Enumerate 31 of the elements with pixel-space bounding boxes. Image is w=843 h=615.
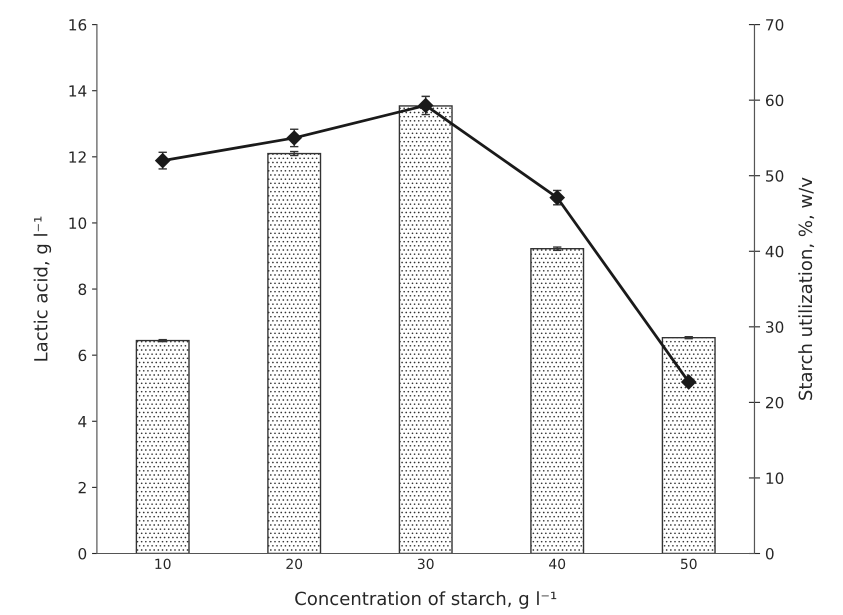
y-tick-label: 4 bbox=[78, 416, 86, 428]
y-tick-label: 8 bbox=[78, 284, 86, 296]
point bbox=[550, 190, 565, 206]
y-tick-label: 2 bbox=[78, 482, 86, 494]
x-tick-label: 50 bbox=[680, 558, 697, 570]
point bbox=[681, 374, 696, 390]
bar bbox=[662, 336, 716, 554]
bar bbox=[136, 340, 190, 554]
y2-tick-label: 20 bbox=[766, 396, 784, 408]
y2-tick-label: 40 bbox=[766, 246, 784, 258]
y2-tick-label: 0 bbox=[766, 548, 774, 560]
y-tick-label: 0 bbox=[78, 548, 86, 560]
x-tick-label: 10 bbox=[155, 558, 171, 570]
y-axis-title: Lactic acid, g l⁻¹ bbox=[34, 216, 52, 361]
y-tick-label: 14 bbox=[69, 85, 86, 97]
bar bbox=[267, 152, 322, 554]
x-axis-title: Concentration of starch, g l⁻¹ bbox=[295, 591, 556, 609]
y2-axis-title: Starch utilization, %, w/v bbox=[798, 178, 814, 400]
bar bbox=[530, 248, 584, 554]
y2-tick-label: 60 bbox=[766, 94, 784, 106]
x-tick-label: 40 bbox=[549, 558, 566, 570]
y-tick-label: 12 bbox=[69, 151, 86, 163]
y2-tick-label: 50 bbox=[766, 170, 784, 182]
y2-tick-label: 10 bbox=[766, 472, 784, 484]
y2-tick-label: 30 bbox=[766, 321, 784, 333]
y-tick-label: 16 bbox=[69, 19, 86, 31]
x-tick-label: 30 bbox=[418, 558, 434, 570]
y-tick-label: 10 bbox=[69, 217, 86, 229]
y2-tick-label: 70 bbox=[766, 19, 784, 31]
x-tick-label: 20 bbox=[286, 558, 302, 570]
y-tick-label: 6 bbox=[78, 350, 86, 362]
